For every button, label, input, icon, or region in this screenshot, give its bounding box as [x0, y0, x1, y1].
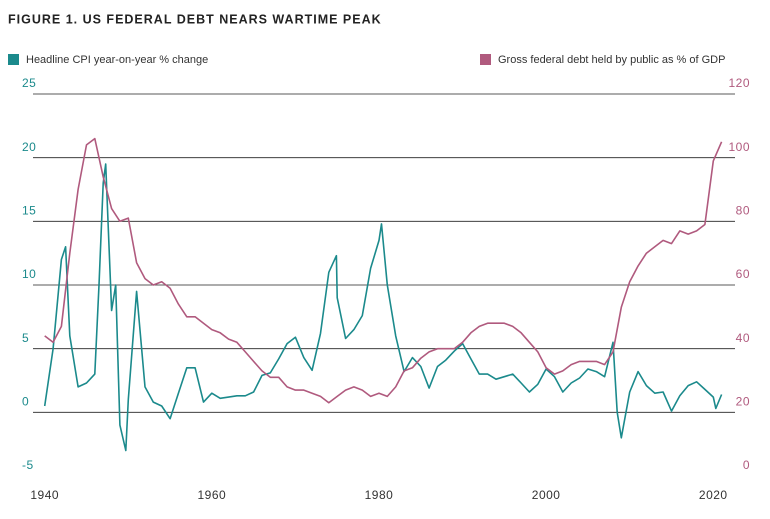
series-line — [44, 137, 723, 404]
x-tick-label: 1960 — [197, 488, 226, 502]
y-tick-label: 10 — [22, 267, 36, 281]
x-tick-label: 2020 — [699, 488, 728, 502]
legend-swatch — [8, 54, 19, 65]
y2-tick-label: 120 — [728, 76, 750, 90]
x-tick-label: 2000 — [532, 488, 561, 502]
y-tick-label: 5 — [22, 331, 29, 345]
y2-tick-label: 0 — [743, 458, 750, 472]
y-tick-label: 15 — [22, 204, 36, 218]
legend-swatch — [480, 54, 491, 65]
x-tick-label: 1980 — [365, 488, 394, 502]
y2-tick-label: 80 — [736, 204, 750, 218]
y-tick-label: 20 — [22, 140, 36, 154]
y-tick-label: -5 — [22, 458, 34, 472]
legend-label: Headline CPI year-on-year % change — [26, 54, 208, 66]
y-tick-label: 25 — [22, 76, 36, 90]
y2-tick-label: 100 — [728, 140, 750, 154]
y2-tick-label: 60 — [736, 267, 750, 281]
y2-tick-label: 20 — [736, 395, 750, 409]
x-tick-label: 1940 — [30, 488, 59, 502]
y2-tick-label: 40 — [736, 331, 750, 345]
legend-label: Gross federal debt held by public as % o… — [498, 54, 725, 66]
y-tick-label: 0 — [22, 395, 29, 409]
chart-title: FIGURE 1. US FEDERAL DEBT NEARS WARTIME … — [8, 12, 382, 26]
series-line — [43, 163, 723, 452]
